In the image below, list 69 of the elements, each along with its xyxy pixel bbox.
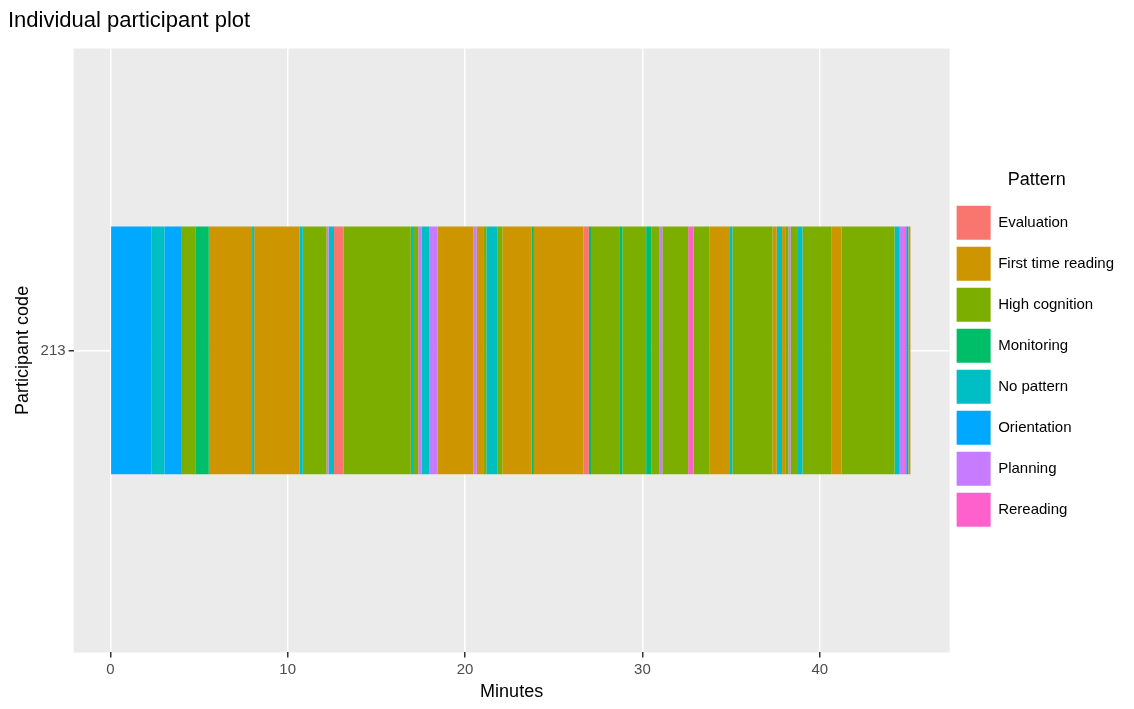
legend-label: First time reading xyxy=(998,253,1115,271)
bar xyxy=(729,226,733,475)
bar xyxy=(709,226,730,475)
legend-label: Rereading xyxy=(998,499,1068,517)
legend-label: High cognition xyxy=(998,294,1094,312)
bar xyxy=(181,226,196,475)
bar xyxy=(533,226,584,475)
y-tick-label: 213 xyxy=(40,340,66,358)
bar xyxy=(583,226,589,475)
bar xyxy=(651,226,660,475)
legend-title: Pattern xyxy=(1007,169,1066,190)
x-tick-label: 0 xyxy=(106,659,115,677)
bar xyxy=(659,226,663,475)
bar xyxy=(619,226,623,475)
bar xyxy=(111,226,152,475)
bar xyxy=(483,226,487,475)
bar xyxy=(841,226,895,475)
legend-label: Planning xyxy=(998,458,1057,476)
bar xyxy=(473,226,477,475)
bar xyxy=(164,226,182,475)
legend-label: No pattern xyxy=(998,376,1069,394)
bar xyxy=(429,226,438,475)
bar xyxy=(254,226,300,475)
legend-label: Monitoring xyxy=(998,335,1069,353)
bar xyxy=(302,226,327,475)
bar xyxy=(662,226,689,475)
bar xyxy=(334,226,344,475)
x-tick-label: 20 xyxy=(456,659,474,677)
chart-title: Individual participant plot xyxy=(8,7,251,33)
bar xyxy=(531,226,534,475)
bar xyxy=(688,226,694,475)
bar xyxy=(328,226,334,475)
bar xyxy=(421,226,430,475)
legend-label: Evaluation xyxy=(998,212,1069,230)
bar xyxy=(497,226,503,475)
bar xyxy=(326,226,329,475)
bar xyxy=(894,226,900,475)
bar xyxy=(413,226,419,475)
bar xyxy=(252,226,255,475)
x-axis-title: Minutes xyxy=(480,681,544,702)
bar xyxy=(476,226,484,475)
x-tick-label: 40 xyxy=(811,659,829,677)
bar xyxy=(502,226,532,475)
bar xyxy=(151,226,165,475)
bar xyxy=(693,226,710,475)
bar xyxy=(208,226,253,475)
x-tick-label: 30 xyxy=(634,659,651,677)
bar xyxy=(790,226,798,475)
bar xyxy=(732,226,773,475)
legend-label: Orientation xyxy=(998,417,1072,435)
y-axis-title: Participant code xyxy=(11,285,32,415)
bar xyxy=(802,226,832,475)
bar xyxy=(437,226,474,475)
x-tick-label: 10 xyxy=(279,659,297,677)
bar xyxy=(622,226,646,475)
bar xyxy=(195,226,209,475)
bar xyxy=(588,226,591,475)
bar xyxy=(646,226,652,475)
bar xyxy=(899,226,905,475)
bar xyxy=(486,226,498,475)
bar xyxy=(591,226,620,475)
bar xyxy=(831,226,842,475)
bar xyxy=(418,226,422,475)
bar xyxy=(410,226,414,475)
bar xyxy=(772,226,777,475)
bar xyxy=(797,226,803,475)
bar xyxy=(343,226,411,475)
bar xyxy=(776,226,783,475)
bar xyxy=(299,226,303,475)
